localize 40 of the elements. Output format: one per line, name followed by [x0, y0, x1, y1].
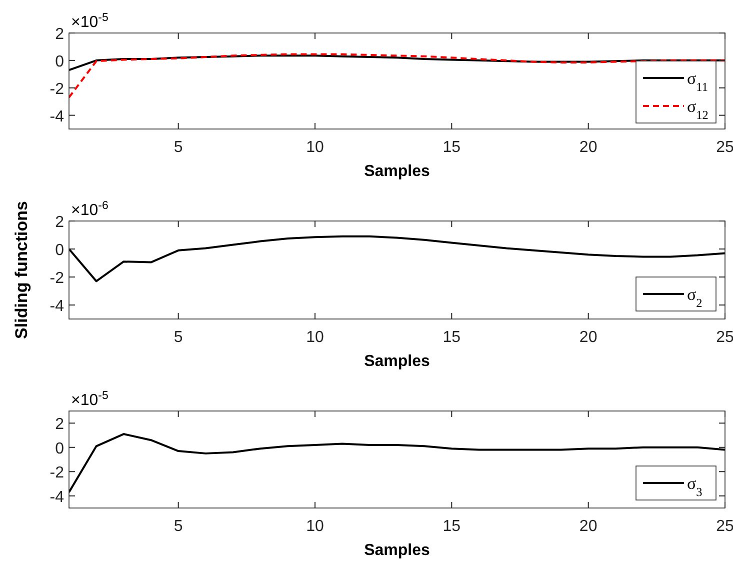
x-tick-label: 20: [579, 329, 598, 346]
y-tick-label: 2: [55, 214, 64, 231]
legend-label: σ$_{11}$: [687, 69, 708, 94]
x-tick-label: 25: [716, 139, 733, 156]
line-series: [69, 235, 725, 282]
x-tick-label: 20: [579, 139, 598, 156]
y-tick-label: 0: [55, 242, 64, 259]
y-tick-label: -4: [50, 108, 64, 126]
legend-label: σ$_{3}$: [687, 474, 702, 499]
y-tick-label: -2: [50, 464, 64, 482]
x-tick-label: 10: [306, 329, 324, 346]
x-tick-label: 15: [442, 329, 461, 346]
x-tick-label: 10: [306, 139, 324, 156]
y-tick-label: 2: [55, 416, 64, 434]
y-tick-label: 0: [55, 53, 64, 70]
y-tick-label: 0: [55, 440, 64, 458]
text: ×10$^{-5}$: [71, 12, 108, 31]
legend-label: σ$_{12}$: [687, 97, 708, 122]
x-tick-label: 25: [716, 518, 733, 535]
x-tick-label: 10: [306, 518, 324, 535]
x-tick-label: 25: [716, 329, 733, 346]
x-axis-title: Samples: [364, 542, 430, 559]
y-tick-label: 2: [55, 26, 64, 43]
text: ×10$^{-5}$: [71, 390, 108, 409]
y-tick-label: -2: [50, 270, 64, 287]
x-tick-label: 15: [442, 518, 461, 535]
x-tick-label: 20: [579, 518, 598, 535]
y-tick-label: -4: [50, 488, 64, 506]
y-tick-label: -4: [50, 298, 64, 315]
y-tick-label: -2: [50, 80, 64, 98]
legend-label: σ$_{2}$: [687, 285, 702, 310]
x-tick-label: 5: [174, 518, 183, 535]
x-tick-label: 5: [174, 139, 183, 156]
line-series: [69, 53, 725, 98]
x-axis-title: Samples: [364, 353, 430, 370]
y-axis-title: Sliding functions: [12, 201, 31, 339]
x-axis-title: Samples: [364, 163, 430, 180]
x-tick-label: 15: [442, 139, 461, 156]
text: ×10$^{-6}$: [71, 200, 108, 219]
x-tick-label: 5: [174, 329, 183, 346]
